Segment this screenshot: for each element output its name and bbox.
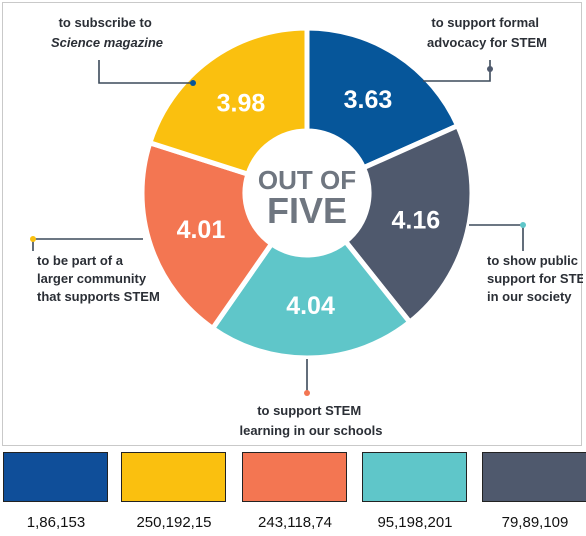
center-text-line-2: FIVE <box>267 190 347 231</box>
segment-value-label-3: 4.01 <box>177 216 226 244</box>
color-swatch-row: 1,86,153 250,192,15 243,118,74 95,198,201 79… <box>0 452 586 536</box>
color-swatch-3 <box>362 452 467 502</box>
donut-chart: OUT OF FIVE 3.63 4.16 4.04 4.01 3.98 to subs… <box>30 15 583 438</box>
chart-panel: OUT OF FIVE 3.63 4.16 4.04 4.01 3.98 to subs… <box>2 2 583 446</box>
color-swatch-label-1: 250,192,15 <box>136 514 212 531</box>
color-swatch-label-0: 1,86,153 <box>26 514 86 531</box>
color-swatch-label-4: 79,89,109 <box>501 514 569 531</box>
color-swatch-label-3: 95,198,201 <box>377 514 453 531</box>
leader-dot-schools <box>304 390 310 396</box>
callout-public: to show public support for STEM in our s… <box>487 253 583 304</box>
segment-value-label-0: 3.63 <box>344 86 393 114</box>
segment-value-label-4: 3.98 <box>217 90 266 118</box>
leader-dot-advocacy <box>487 66 493 72</box>
color-swatch-2 <box>242 452 347 502</box>
color-swatch-0 <box>3 452 108 502</box>
leader-advocacy <box>423 60 491 82</box>
donut-hole <box>245 131 369 255</box>
color-swatch-1 <box>121 452 226 502</box>
callout-community: to be part of a larger community that su… <box>37 253 160 304</box>
color-swatch-4 <box>482 452 586 502</box>
leader-dot-public <box>520 222 526 228</box>
segment-value-label-2: 4.04 <box>286 292 335 320</box>
center-text-line-1: OUT OF <box>258 165 356 195</box>
callout-schools: to support STEM learning in our schools <box>239 403 382 438</box>
leader-community <box>32 238 143 251</box>
leader-subscribe <box>98 60 193 84</box>
segment-value-label-1: 4.16 <box>391 207 440 235</box>
leader-dot-subscribe <box>190 80 196 86</box>
leader-public <box>469 224 524 251</box>
color-swatch-label-2: 243,118,74 <box>258 514 332 531</box>
leader-dot-community <box>30 236 36 242</box>
callout-advocacy: to support formal advocacy for STEM <box>427 15 547 50</box>
callout-subscribe: to subscribe to Science magazine <box>51 15 163 50</box>
